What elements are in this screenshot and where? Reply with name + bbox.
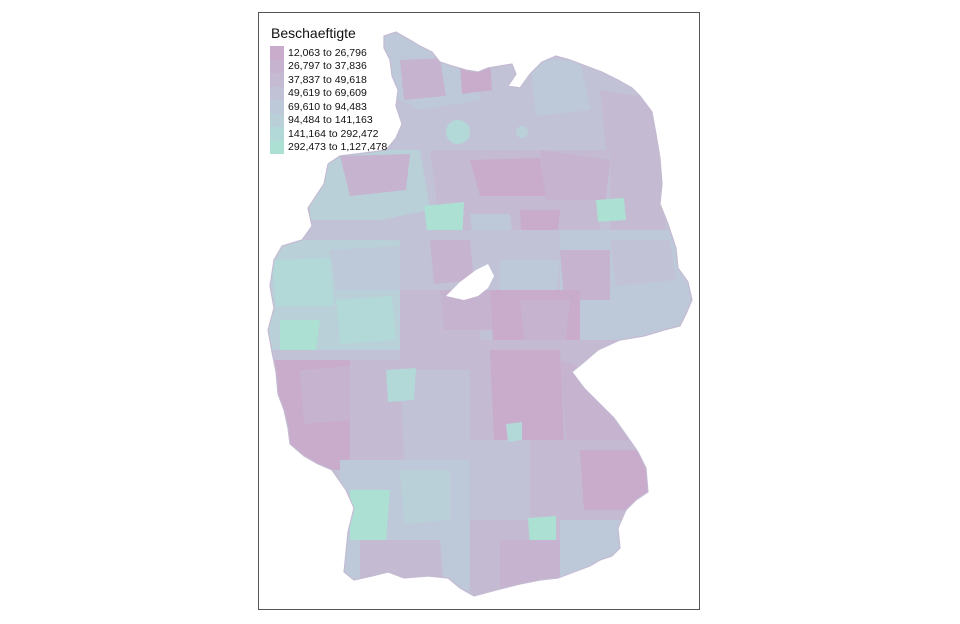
legend-swatch bbox=[270, 127, 284, 141]
legend-label: 12,063 to 26,796 bbox=[288, 46, 367, 59]
legend-label: 292,473 to 1,127,478 bbox=[288, 141, 388, 154]
legend-entry: 12,063 to 26,796 bbox=[270, 46, 387, 60]
legend-label: 141,164 to 292,472 bbox=[288, 127, 379, 140]
legend-swatch bbox=[270, 100, 284, 114]
map-legend: Beschaeftigte 12,063 to 26,796 26,797 to … bbox=[270, 25, 387, 154]
legend-swatch bbox=[270, 46, 284, 60]
legend-entry: 292,473 to 1,127,478 bbox=[270, 140, 388, 154]
legend-label: 69,610 to 94,483 bbox=[288, 100, 367, 113]
legend-swatch bbox=[270, 59, 284, 73]
legend-entry: 26,797 to 37,836 bbox=[270, 59, 387, 73]
legend-label: 26,797 to 37,836 bbox=[288, 60, 367, 73]
legend-title: Beschaeftigte bbox=[271, 25, 356, 41]
legend-entry: 94,484 to 141,163 bbox=[270, 113, 387, 127]
legend-swatch bbox=[270, 86, 284, 100]
legend-swatch bbox=[270, 73, 284, 87]
legend-label: 94,484 to 141,163 bbox=[288, 114, 373, 127]
map-gap bbox=[446, 264, 494, 300]
legend-entry: 69,610 to 94,483 bbox=[270, 100, 387, 114]
legend-entries: 12,063 to 26,796 26,797 to 37,836 37,837 t… bbox=[270, 46, 387, 154]
legend-swatch bbox=[270, 113, 284, 127]
legend-entry: 37,837 to 49,618 bbox=[270, 73, 387, 87]
legend-label: 49,619 to 69,609 bbox=[288, 87, 367, 100]
legend-label: 37,837 to 49,618 bbox=[288, 73, 367, 86]
legend-entry: 141,164 to 292,472 bbox=[270, 127, 387, 141]
legend-entry: 49,619 to 69,609 bbox=[270, 86, 387, 100]
legend-swatch bbox=[270, 140, 284, 154]
